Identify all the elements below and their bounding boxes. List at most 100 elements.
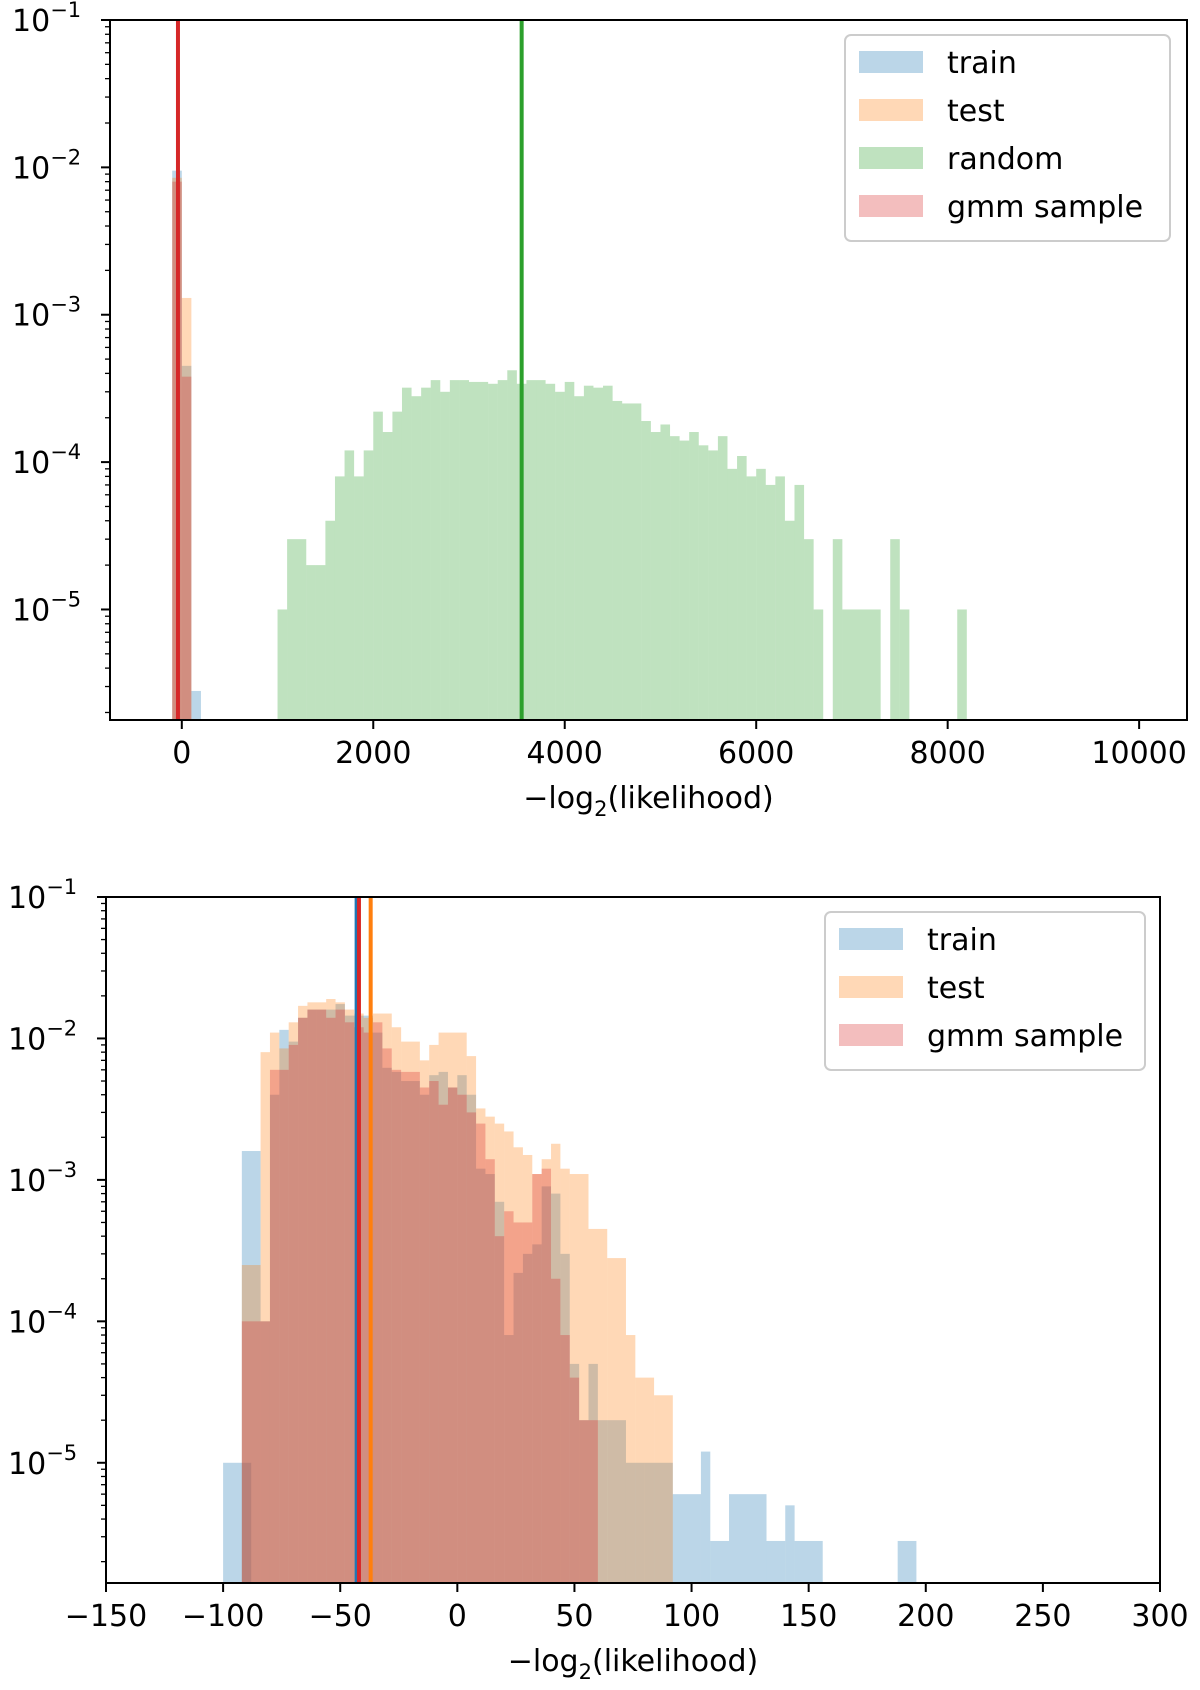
bar-random-1 (287, 539, 307, 720)
bar-random-49 (775, 476, 785, 720)
legend-label: train (947, 46, 1017, 81)
bar-train-41 (700, 1451, 711, 1583)
bar-random-52 (804, 539, 814, 720)
y-tick-label: 10−3 (8, 1158, 77, 1199)
bar-train-44 (766, 1540, 786, 1583)
bar-random-38 (670, 436, 680, 720)
axes-frame (105, 896, 1161, 1584)
bar-test-33 (635, 1377, 655, 1583)
bar-gmm-sample-29 (551, 1278, 561, 1583)
x-tick-label: 0 (172, 736, 191, 771)
bar-random-7 (354, 476, 364, 720)
bar-gmm-sample-28 (541, 1168, 552, 1583)
bar-train-4 (269, 1094, 280, 1583)
bar-train-2 (191, 690, 201, 720)
bar-test-29 (569, 1174, 589, 1583)
bar-train-18 (429, 1075, 439, 1583)
y-tick-label: 10−4 (12, 440, 81, 481)
x-tick-label: −100 (182, 1599, 264, 1634)
bar-train-14 (382, 1067, 392, 1583)
bar-test-31 (607, 1258, 626, 1583)
bar-test-17 (438, 1032, 467, 1583)
bar-train-26 (504, 1335, 514, 1583)
y-tick-label: 10−5 (12, 587, 81, 628)
bar-test-21 (494, 1123, 505, 1583)
bar-test-5 (298, 1005, 308, 1583)
x-axis-label: −log2(likelihood) (508, 1644, 759, 1684)
bar-random-42 (708, 450, 718, 720)
chart-top: 0 2000 4000 6000 8000 10000 10−1 10−2 10−3 10−4 10… (12, 0, 1188, 821)
bar-test-8 (335, 1002, 345, 1583)
bar-test-7 (326, 999, 336, 1583)
bar-test-4 (288, 1022, 299, 1583)
bar-gmm-sample-1 (181, 376, 192, 720)
bar-test-19 (476, 1108, 486, 1583)
bar-random-43 (717, 436, 728, 720)
bar-test-26 (541, 1159, 552, 1583)
x-tick-label: 0 (448, 1599, 467, 1634)
bar-test-16 (429, 1044, 439, 1583)
legend-swatch (859, 147, 923, 169)
bar-gmm-sample-11 (373, 1022, 383, 1583)
bar-test-14 (401, 1041, 420, 1583)
bar-test-1 (260, 1052, 270, 1583)
bar-random-29 (574, 396, 584, 720)
legend-frame (824, 911, 1146, 1071)
bar-test-6 (307, 1002, 327, 1583)
bar-gmm-sample-31 (569, 1377, 580, 1583)
legend-label: train (927, 923, 997, 958)
bar-random-44 (727, 468, 738, 720)
bar-train-43 (729, 1494, 767, 1583)
bar-random-33 (612, 400, 623, 720)
bar-random-48 (765, 484, 776, 720)
bar-gmm-sample-32 (579, 1420, 598, 1583)
legend-frame (844, 34, 1171, 242)
bar-random-55 (842, 609, 881, 720)
bar-random-26 (545, 383, 556, 720)
bar-gmm-sample-20 (466, 1112, 477, 1583)
bar-random-21 (497, 380, 508, 720)
y-tick-label: 10−2 (12, 145, 81, 186)
bar-train-36 (597, 1420, 608, 1583)
bar-test-12 (373, 1013, 392, 1583)
bar-train-13 (373, 1032, 383, 1583)
bar-gmm-sample-30 (560, 1335, 570, 1583)
bar-train-11 (344, 1015, 355, 1583)
bar-random-41 (698, 445, 709, 720)
bar-train-38 (625, 1462, 645, 1583)
bar-gmm-sample-21 (476, 1123, 486, 1583)
bar-train-9 (316, 1009, 336, 1583)
bar-random-11 (392, 411, 402, 720)
bar-train-30 (541, 1186, 552, 1583)
bar-random-10 (382, 432, 393, 720)
bar-gmm-sample-6 (326, 1017, 336, 1583)
bar-train-3 (260, 1321, 270, 1583)
legend-label: gmm sample (927, 1019, 1123, 1054)
x-tick-label: −50 (309, 1599, 372, 1634)
bar-gmm-sample-14 (401, 1071, 420, 1583)
bar-test-2 (269, 1032, 280, 1583)
bar-train-16 (401, 1081, 420, 1583)
bar-train-8 (307, 1009, 317, 1583)
x-tick-label: −150 (65, 1599, 147, 1634)
bar-test-23 (513, 1147, 523, 1583)
bar-random-24 (526, 380, 537, 720)
bar-random-13 (411, 396, 422, 720)
legend-label: test (927, 971, 985, 1006)
bar-train-27 (513, 1272, 523, 1583)
bar-test-27 (551, 1143, 561, 1583)
bar-gmm-sample-24 (504, 1211, 514, 1583)
x-tick-label: 6000 (718, 736, 794, 771)
bar-gmm-sample-15 (419, 1087, 430, 1583)
bar-gmm-sample-10 (363, 1032, 374, 1583)
bar-test-18 (466, 1056, 477, 1583)
bar-random-6 (344, 450, 355, 720)
bar-random-4 (325, 520, 335, 720)
legend-label: gmm sample (947, 190, 1143, 225)
x-tick-label: 4000 (527, 736, 603, 771)
bar-train-19 (438, 1071, 448, 1583)
bar-random-3 (315, 565, 326, 720)
bar-train-1 (181, 365, 192, 720)
bar-gmm-sample-23 (494, 1236, 505, 1583)
x-tick-label: 250 (1014, 1599, 1071, 1634)
